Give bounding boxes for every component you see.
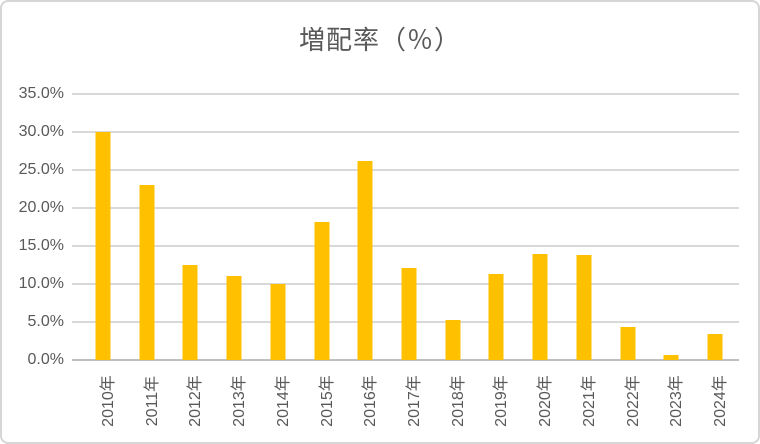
chart-bar-2017 <box>401 268 417 360</box>
x-axis-tick-label: 2024年 <box>712 375 730 427</box>
y-axis-tick-label: 0.0% <box>27 351 64 368</box>
chart-bar-2011 <box>139 185 155 360</box>
x-axis-tick-label: 2021年 <box>580 375 598 427</box>
chart-bar-2022 <box>620 327 636 360</box>
chart-title: 増配率（％） <box>298 25 461 55</box>
bar-slot: 2020年 <box>518 94 562 427</box>
y-axis-tick-label: 20.0% <box>18 199 64 216</box>
bar-slot: 2010年 <box>81 94 125 427</box>
bar-slot: 2019年 <box>475 94 519 427</box>
bar-slot: 2014年 <box>256 94 300 427</box>
bar-slot: 2022年 <box>606 94 650 427</box>
x-axis-tick-label: 2012年 <box>187 375 205 427</box>
x-axis-tick-label: 2015年 <box>318 375 336 427</box>
chart-bar-2020 <box>532 254 548 360</box>
x-axis-tick-label: 2013年 <box>231 375 249 427</box>
y-gridline <box>72 245 739 247</box>
x-axis-tick-label: 2011年 <box>143 375 161 427</box>
bar-slot: 2018年 <box>431 94 475 427</box>
y-gridline <box>72 207 739 209</box>
chart-bar-2016 <box>357 160 373 360</box>
x-axis-tick-label: 2023年 <box>668 375 686 427</box>
bar-slot: 2021年 <box>562 94 606 427</box>
x-axis-tick-label: 2017年 <box>406 375 423 427</box>
x-axis-tick-label: 2010年 <box>99 375 117 427</box>
x-axis-tick-label: 2016年 <box>362 375 380 427</box>
chart-bar-2019 <box>488 274 504 360</box>
x-axis-tick-label: 2018年 <box>449 375 467 427</box>
chart-bar-2013 <box>226 276 242 360</box>
chart-bar-2012 <box>182 265 198 360</box>
y-axis-tick-label: 30.0% <box>18 123 64 140</box>
bar-slot: 2024年 <box>693 94 737 427</box>
bar-slot: 2016年 <box>343 94 387 427</box>
x-axis-tick-label: 2014年 <box>274 375 292 427</box>
chart-bar-2014 <box>270 284 286 360</box>
bar-slot: 2017年 <box>387 94 431 427</box>
y-axis-tick-label: 15.0% <box>18 237 64 254</box>
y-gridline <box>72 169 739 171</box>
y-axis-tick-label: 10.0% <box>18 275 64 292</box>
bar-slot: 2011年 <box>125 94 169 426</box>
chart-bar-2024 <box>707 334 723 360</box>
bar-slot: 2012年 <box>168 94 212 427</box>
x-axis-tick-label: 2019年 <box>493 375 511 427</box>
x-axis-tick-label: 2020年 <box>537 375 555 427</box>
bars-layer: 2010年 2011年 2012年 2013年 2014年 2015年 2016年 2017年… <box>81 94 737 427</box>
chart-bar-2018 <box>445 319 461 360</box>
bar-slot: 2013年 <box>212 94 256 427</box>
bar-slot: 2023年 <box>650 94 694 427</box>
y-axis-tick-label: 35.0% <box>18 85 64 102</box>
y-gridline <box>72 131 739 133</box>
chart-bar-2021 <box>576 255 592 360</box>
chart-bar-2010 <box>95 132 111 360</box>
y-gridline <box>72 93 739 95</box>
x-axis-tick-label: 2022年 <box>624 375 642 427</box>
bar-slot: 2015年 <box>300 94 344 427</box>
y-axis-tick-label: 25.0% <box>18 161 64 178</box>
chart-bar-2023 <box>663 355 679 360</box>
plot-area: 35.0% 30.0% 25.0% 20.0% 15.0% 10.0% 5.0% 0.0% 2… <box>19 85 739 427</box>
chart-bar-2015 <box>314 221 330 360</box>
y-axis-tick-label: 5.0% <box>27 313 64 330</box>
x-axis-line <box>72 359 739 361</box>
